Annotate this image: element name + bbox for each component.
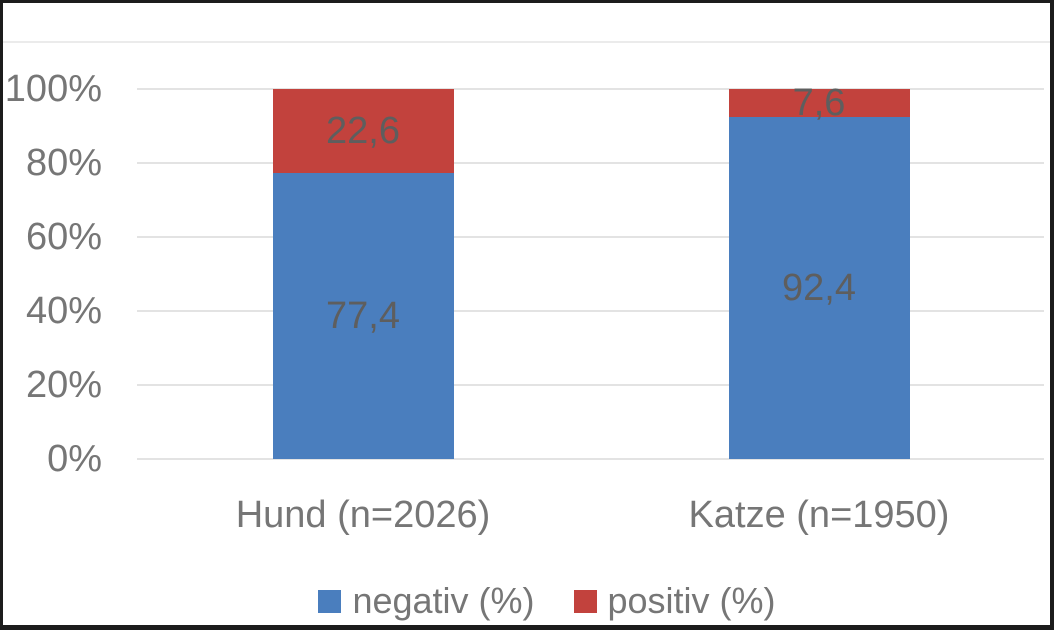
- y-tick-label-20%: 20%: [25, 364, 102, 406]
- legend-item-negativ: negativ (%): [318, 578, 535, 624]
- y-tick-label-80%: 80%: [25, 142, 102, 184]
- y-tick-label-100%: 100%: [4, 68, 102, 110]
- gridline-40%: [137, 310, 1044, 312]
- legend-item-positiv: positiv (%): [573, 578, 776, 624]
- legend-label-positiv: positiv (%): [607, 580, 776, 621]
- top-divider-line: [3, 41, 1050, 43]
- gridline-0%: [137, 458, 1044, 460]
- y-tick-label-60%: 60%: [25, 216, 102, 258]
- legend-label-negativ: negativ (%): [352, 580, 535, 621]
- gridline-20%: [137, 384, 1044, 386]
- data-label-negativ-1: 92,4: [782, 267, 856, 310]
- bar-segment-positiv-1: [728, 89, 910, 118]
- category-label-1: Katze (n=1950): [688, 494, 950, 536]
- data-label-positiv-1: 7,6: [792, 82, 846, 125]
- gridline-60%: [137, 236, 1044, 238]
- y-tick-label-40%: 40%: [25, 290, 102, 332]
- bar-segment-negativ-0: [272, 172, 454, 459]
- bar-segment-negativ-1: [728, 117, 910, 459]
- category-label-0: Hund (n=2026): [235, 494, 491, 536]
- legend-swatch-negativ: [318, 589, 342, 613]
- gridline-100%: [137, 88, 1044, 90]
- data-label-negativ-0: 77,4: [326, 294, 400, 337]
- data-label-positiv-0: 22,6: [326, 109, 400, 152]
- legend-swatch-positiv: [573, 589, 597, 613]
- y-tick-label-0%: 0%: [47, 438, 102, 480]
- gridline-80%: [137, 162, 1044, 164]
- legend: negativ (%) positiv (%): [20, 578, 1054, 624]
- bar-segment-positiv-0: [272, 89, 454, 173]
